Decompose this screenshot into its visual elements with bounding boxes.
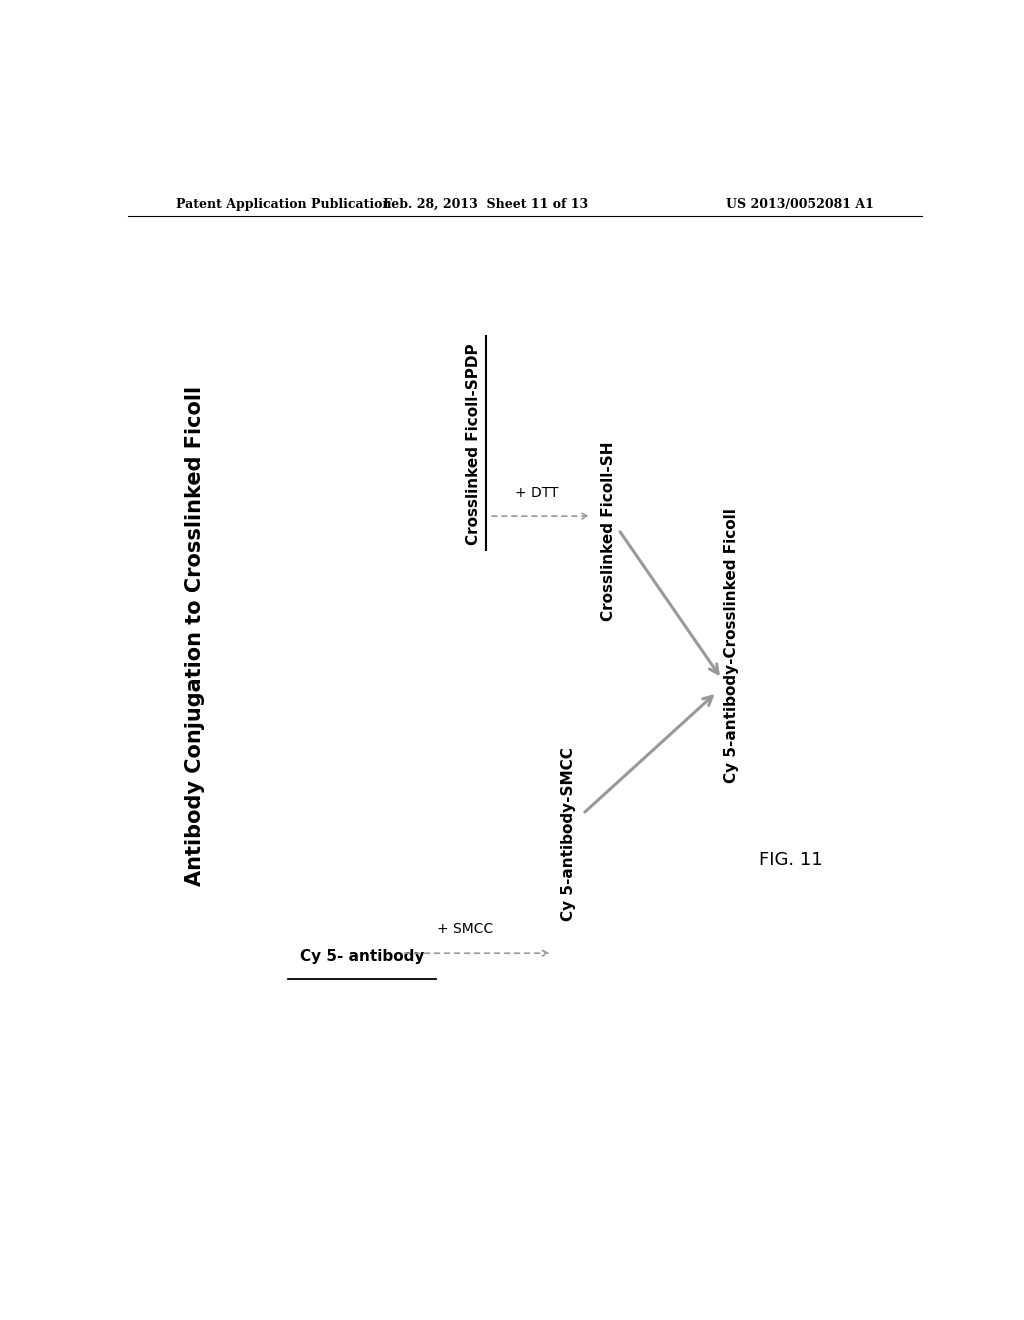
Text: + DTT: + DTT bbox=[515, 486, 558, 500]
Text: Crosslinked Ficoll-SPDP: Crosslinked Ficoll-SPDP bbox=[466, 343, 480, 545]
Text: + SMCC: + SMCC bbox=[437, 921, 494, 936]
Text: Crosslinked Ficoll-SH: Crosslinked Ficoll-SH bbox=[601, 441, 615, 620]
Text: Cy 5-antibody-SMCC: Cy 5-antibody-SMCC bbox=[561, 747, 575, 921]
Text: US 2013/0052081 A1: US 2013/0052081 A1 bbox=[726, 198, 873, 211]
Text: Patent Application Publication: Patent Application Publication bbox=[176, 198, 391, 211]
Text: FIG. 11: FIG. 11 bbox=[759, 850, 822, 869]
Text: Cy 5- antibody: Cy 5- antibody bbox=[300, 949, 424, 964]
Text: Feb. 28, 2013  Sheet 11 of 13: Feb. 28, 2013 Sheet 11 of 13 bbox=[383, 198, 588, 211]
Text: Antibody Conjugation to Crosslinked Ficoll: Antibody Conjugation to Crosslinked Fico… bbox=[185, 385, 206, 886]
Text: Cy 5-antibody-Crosslinked Ficoll: Cy 5-antibody-Crosslinked Ficoll bbox=[724, 508, 738, 784]
